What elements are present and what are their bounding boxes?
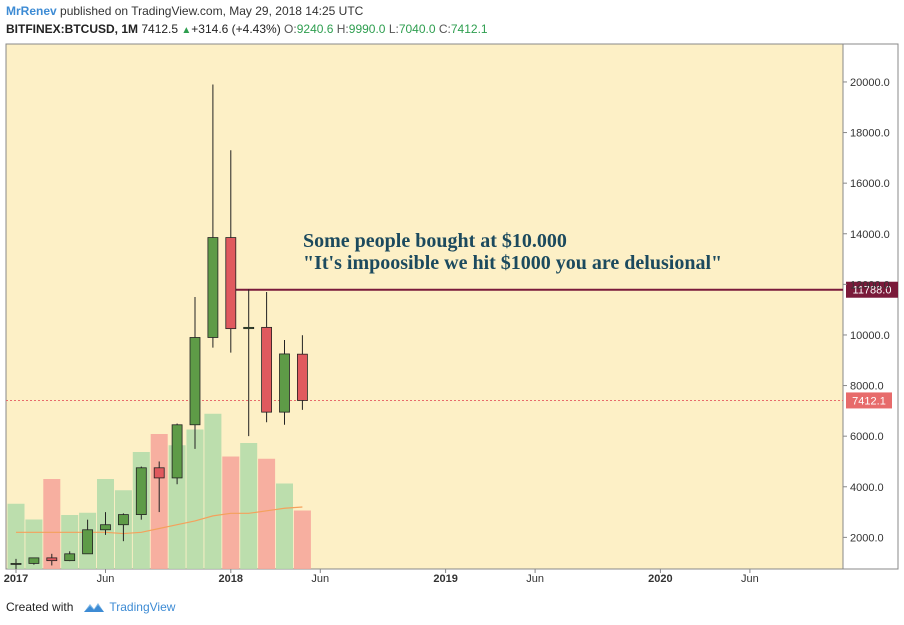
- annotation-line-2: "It's impoosible we hit $1000 you are de…: [303, 252, 722, 274]
- high-value: 9990.0: [348, 22, 386, 36]
- levels-layer: 11788.0 7412.1: [6, 281, 898, 409]
- publish-header: MrRenev published on TradingView.com, Ma…: [6, 3, 363, 19]
- symbol-label: BITFINEX:BTCUSD, 1M: [6, 22, 138, 36]
- open-label: O:: [284, 22, 297, 36]
- candle-body[interactable]: [171, 424, 183, 479]
- x-tick-label: Jun: [526, 573, 544, 585]
- moving-average-layer: [16, 506, 303, 535]
- candle-body[interactable]: [153, 467, 165, 479]
- candle-body[interactable]: [64, 553, 76, 562]
- x-tick-label: 2017: [4, 573, 28, 585]
- footer: Created with TradingView: [6, 598, 175, 616]
- volume-bar: [186, 429, 204, 569]
- candle-body[interactable]: [28, 557, 40, 564]
- price-chart[interactable]: 11788.0 7412.1 2000.0 4000.0 6000.0 8000.0 10…: [0, 41, 904, 591]
- x-tick-label: 2020: [648, 573, 672, 585]
- author-name[interactable]: MrRenev: [6, 4, 57, 18]
- candle-body[interactable]: [225, 237, 237, 330]
- moving-average-line: [16, 506, 303, 535]
- tradingview-logo-icon: [84, 603, 105, 612]
- high-label: H:: [336, 22, 349, 36]
- y-tick-label: 8000.0: [850, 381, 884, 393]
- y-tick-label: 12000.0: [850, 279, 890, 291]
- candle-body[interactable]: [100, 524, 111, 531]
- close-value: 7412.1: [450, 22, 488, 36]
- y-tick-label: 2000.0: [850, 532, 884, 544]
- low-value: 7040.0: [398, 22, 436, 36]
- y-tick-label: 6000.0: [850, 431, 884, 443]
- last-price: 7412.5: [141, 22, 179, 36]
- candle-body[interactable]: [279, 353, 290, 413]
- y-tick-label: 10000.0: [850, 330, 890, 342]
- y-axis: 2000.0 4000.0 6000.0 8000.0 10000.0 12000.0 14…: [843, 77, 890, 544]
- current-price-tag: [846, 392, 892, 409]
- x-tick-label: Jun: [311, 573, 329, 585]
- created-with-label: Created with: [6, 600, 74, 614]
- y-tick-label: 4000.0: [850, 482, 884, 494]
- publish-info: published on TradingView.com, May 29, 20…: [60, 4, 364, 18]
- x-tick-label: 2019: [433, 573, 457, 585]
- x-tick-label: Jun: [97, 573, 115, 585]
- candle-body[interactable]: [207, 237, 219, 338]
- current-price-label: 7412.1: [852, 395, 886, 407]
- candle-body[interactable]: [46, 557, 58, 562]
- resistance-level-tag: [846, 281, 898, 298]
- resistance-level-label: 11788.0: [853, 285, 892, 297]
- candle-body[interactable]: [135, 467, 147, 516]
- volume-bar: [240, 443, 258, 569]
- volume-bar: [258, 458, 276, 569]
- x-tick-label: Jun: [741, 573, 759, 585]
- y-tick-label: 20000.0: [850, 77, 890, 89]
- annotation-line-1: Some people bought at $10.000: [303, 230, 567, 252]
- candle-body[interactable]: [296, 353, 308, 401]
- volume-bar: [293, 510, 311, 569]
- volume-bar: [7, 503, 25, 569]
- open-value: 9240.6: [296, 22, 334, 36]
- low-label: L:: [388, 22, 399, 36]
- volume-bar: [276, 483, 293, 569]
- candle-body[interactable]: [261, 326, 273, 413]
- candle-body[interactable]: [82, 529, 93, 555]
- candles-layer: [10, 84, 308, 569]
- tradingview-link[interactable]: TradingView: [109, 600, 176, 614]
- axis-background: [842, 43, 899, 570]
- candle-body[interactable]: [243, 326, 255, 330]
- x-axis: 2017 Jun 2018 Jun 2019 Jun 2020 Jun: [4, 569, 759, 585]
- y-tick-label: 18000.0: [850, 128, 890, 140]
- candle-body[interactable]: [10, 563, 22, 565]
- y-tick-label: 16000.0: [850, 178, 890, 190]
- candle-body[interactable]: [189, 337, 201, 426]
- candle-body[interactable]: [118, 514, 129, 526]
- up-arrow-icon: ▲: [181, 25, 192, 36]
- close-label: C:: [438, 22, 451, 36]
- price-change: +314.6 (+4.43%): [191, 22, 281, 36]
- volume-bar: [204, 413, 222, 569]
- y-tick-label: 14000.0: [850, 229, 890, 241]
- symbol-info-bar: BITFINEX:BTCUSD, 1M 7412.5 ▲+314.6 (+4.4…: [6, 21, 488, 39]
- volume-bar: [43, 479, 61, 569]
- x-tick-label: 2018: [219, 573, 243, 585]
